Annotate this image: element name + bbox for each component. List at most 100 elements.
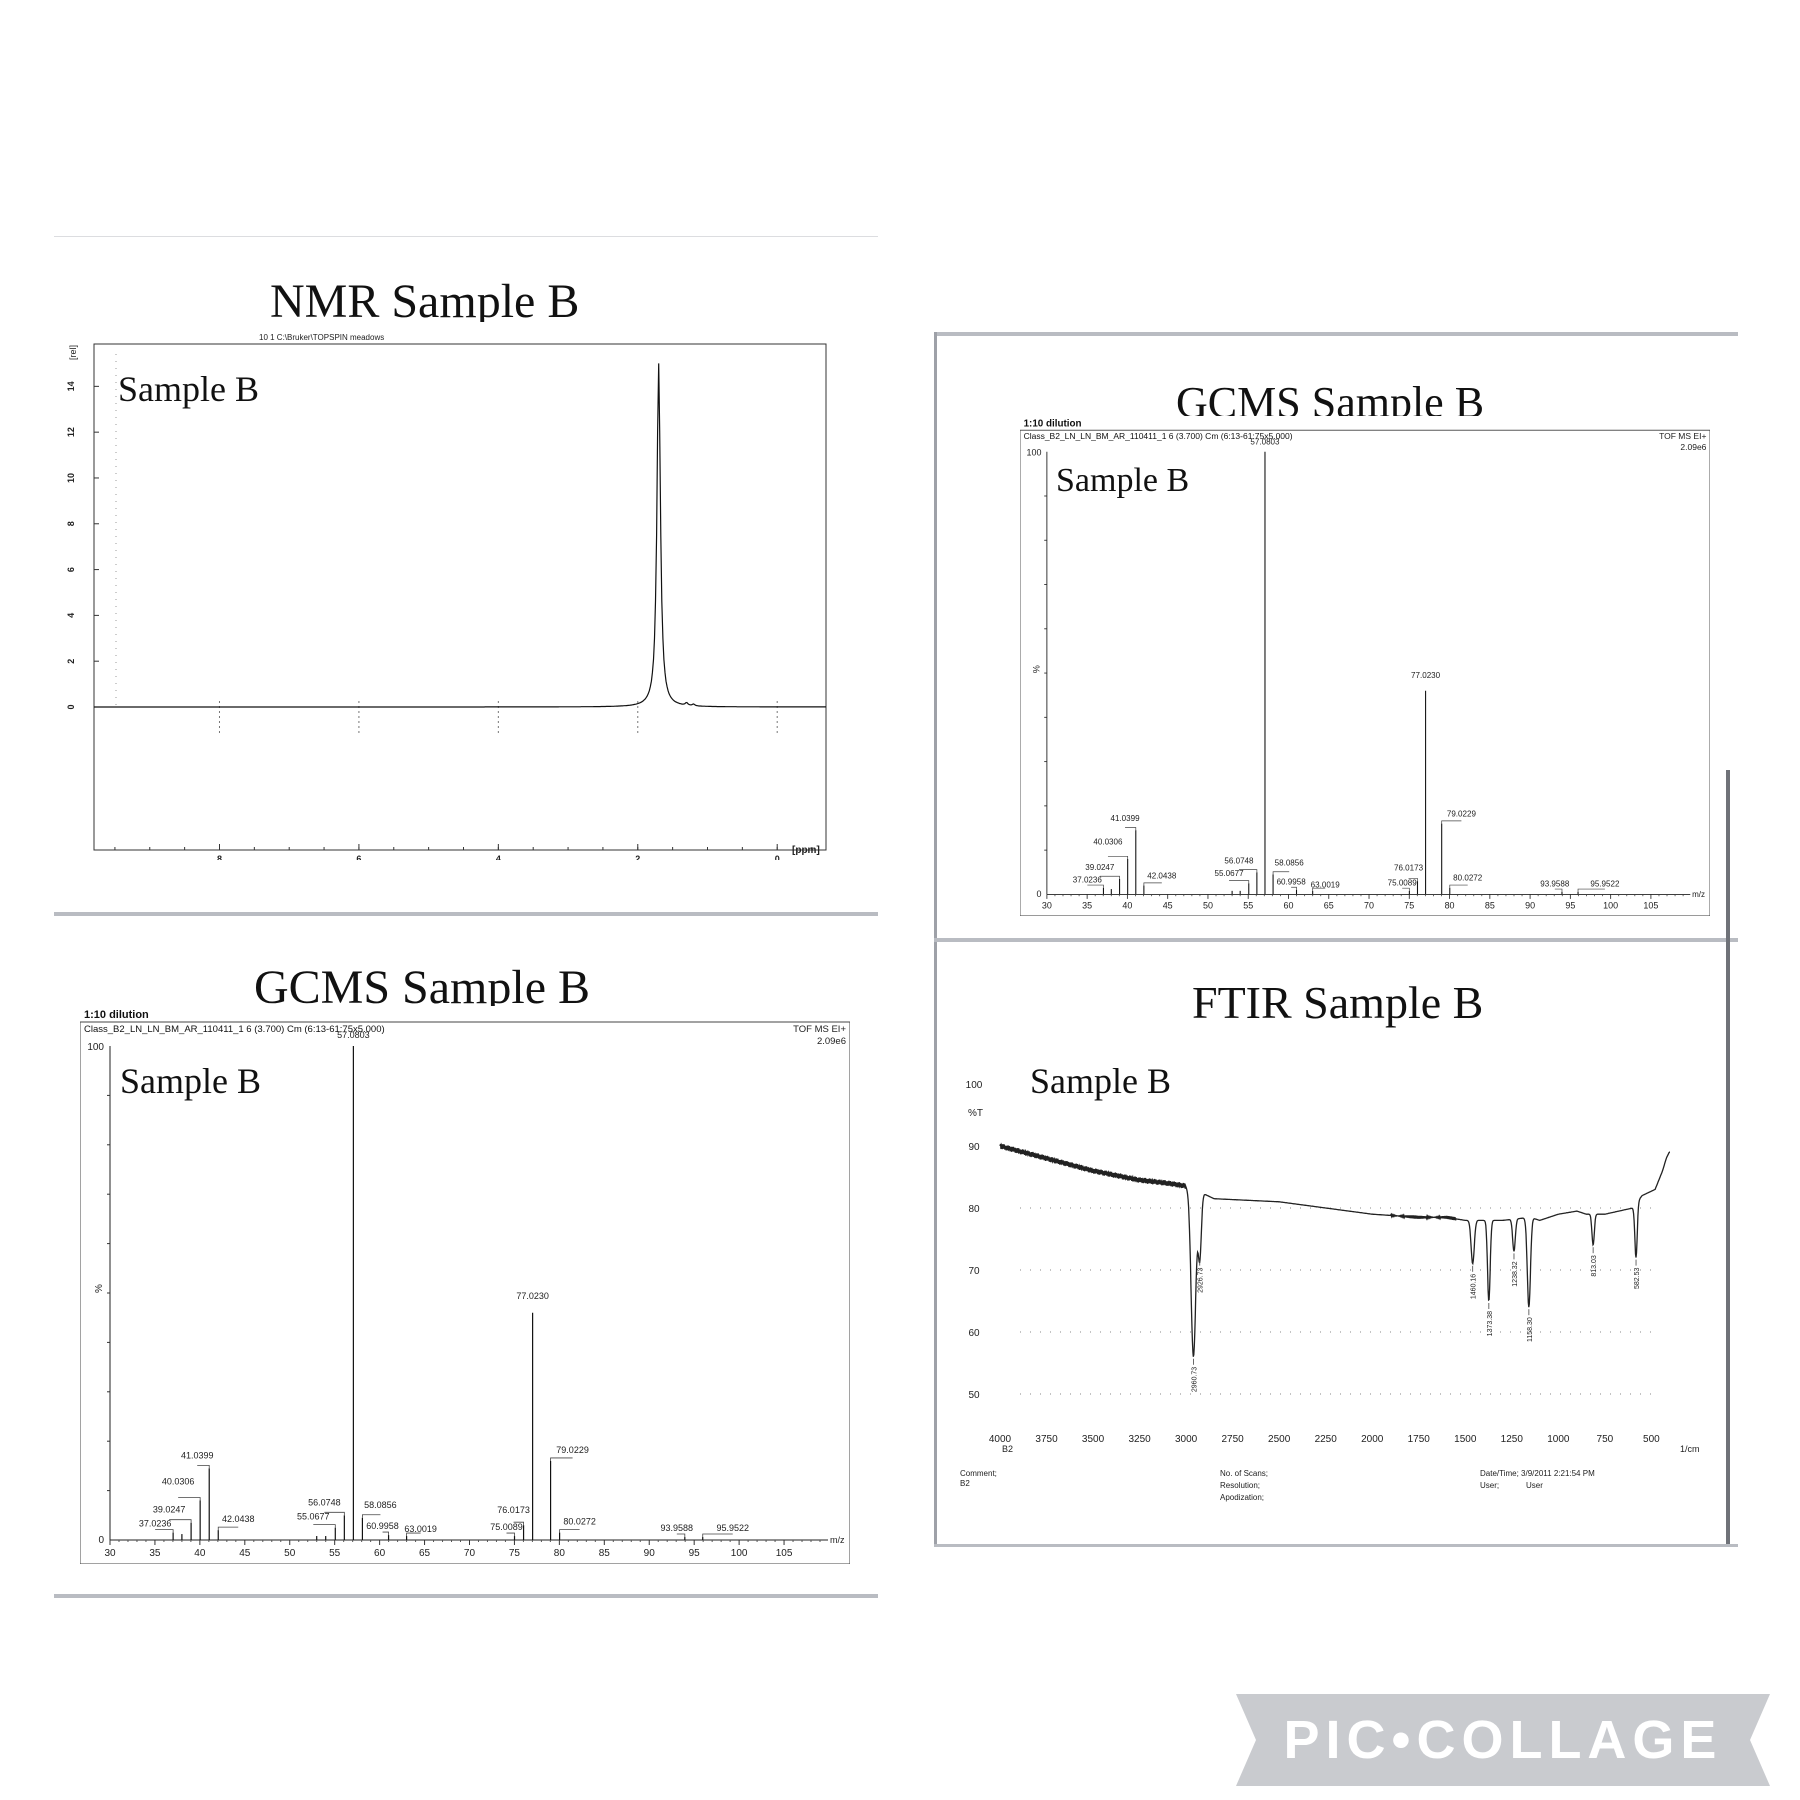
gcms-bottom-peak-leader <box>513 1521 524 1526</box>
gcms-bottom-x-tick-label: 35 <box>149 1548 161 1559</box>
gcms-bottom-peak-leader <box>197 1464 210 1469</box>
nmr-x-tick-label: 8 <box>217 854 222 860</box>
gcms-bottom-peak-label: 57.0803 <box>337 1030 370 1040</box>
gcms-top-peak-label: 58.0856 <box>1275 859 1305 868</box>
gcms-top-peak-leader <box>1238 869 1258 873</box>
gcms-bottom-x-tick-label: 55 <box>329 1548 341 1559</box>
nmr-y-tick-label: 4 <box>66 613 76 618</box>
ftir-x-tick-label: 750 <box>1597 1434 1614 1445</box>
gcms-top-peak-label: 75.0089 <box>1388 878 1418 887</box>
nmr-top-divider <box>54 236 878 237</box>
nmr-y-tick-label: 0 <box>66 704 76 709</box>
gcms-top-x-tick-label: 60 <box>1284 901 1294 911</box>
gcms-top-peak-label: 55.0677 <box>1215 869 1245 878</box>
gcms-bottom-peak-leader <box>155 1529 174 1533</box>
gcms-bottom-peak-label: 80.0272 <box>563 1517 596 1527</box>
gcms-bottom-peak-label: 58.0856 <box>364 1500 397 1510</box>
ftir-x-tick-label: 3500 <box>1082 1434 1105 1445</box>
gcms-top-x-tick-label: 40 <box>1122 901 1132 911</box>
gcms-bottom-peak-leader <box>406 1532 421 1537</box>
gcms-top-peak-label: 76.0173 <box>1394 863 1424 872</box>
gcms-bottom-peak-leader <box>382 1531 389 1536</box>
ftir-sample-code: B2 <box>1002 1444 1013 1454</box>
gcms-top-x-tick-label: 65 <box>1324 901 1334 911</box>
gcms-bottom-y-top: 100 <box>87 1042 104 1053</box>
nmr-y-tick-label: 2 <box>66 659 76 664</box>
gcms-top-peak-leader <box>1272 871 1290 875</box>
ftir-y-unit: %T <box>968 1108 983 1119</box>
ftir-sample-label: Sample B <box>1030 1061 1171 1101</box>
gcms-top-scan-info: Class_B2_LN_LN_BM_AR_110411_1 6 (3.700) … <box>1024 431 1293 441</box>
ftir-datetime-label: Date/Time; 3/9/2011 2:21:54 PM <box>1480 1469 1595 1478</box>
gcms-top-x-tick-label: 70 <box>1364 901 1374 911</box>
ftir-chart: %T 100 90 80 70 60 50 4000 3750 3500 3250 3000 275… <box>960 1080 1700 1502</box>
gcms-bottom-peak-label: 95.9522 <box>716 1523 749 1533</box>
gcms-bottom-peak-leader <box>506 1532 515 1537</box>
gcms-top-x-tick-label: 80 <box>1445 901 1455 911</box>
gcms-top-frame <box>1020 429 1710 916</box>
gcms-top-x-tick-label: 100 <box>1603 901 1618 911</box>
gcms-bottom-peak-leader <box>169 1519 192 1523</box>
gcms-top-peak-leader <box>1099 875 1120 879</box>
gcms-top-x-tick-label: 95 <box>1565 901 1575 911</box>
gcms-top-y-pct: % <box>1032 665 1042 673</box>
gcms-bottom-x-tick-label: 95 <box>689 1548 701 1559</box>
gcms-top-instrument: TOF MS EI+ <box>1659 431 1706 441</box>
gcms-bottom-dilution: 1:10 dilution <box>84 1009 149 1021</box>
gcms-top-peak-leader <box>1107 855 1129 859</box>
ftir-x-tick-label: 1500 <box>1454 1434 1477 1445</box>
right-top-divider <box>934 332 1738 336</box>
nmr-x-tick-label: 2 <box>635 854 640 860</box>
ftir-user-label: User; <box>1480 1481 1499 1490</box>
ftir-x-tick-label: 500 <box>1643 1434 1660 1445</box>
gcms-bottom-peak-label: 79.0229 <box>556 1445 589 1455</box>
right-bottom-divider <box>934 1544 1738 1547</box>
ftir-peak-label: 1373.38 <box>1487 1311 1494 1336</box>
ftir-apodization-label: Apodization; <box>1220 1493 1264 1502</box>
gcms-top-peak-label: 95.9522 <box>1590 879 1620 888</box>
gcms-bottom-peak-leader <box>324 1511 345 1516</box>
ftir-scans-label: No. of Scans; <box>1220 1469 1268 1478</box>
nmr-y-tick-label: 12 <box>66 427 76 437</box>
ftir-title: FTIR Sample B <box>1192 977 1484 1028</box>
gcms-bottom-peak-label: 63.0019 <box>404 1524 437 1534</box>
gcms-top-title: GCMS Sample B <box>1176 378 1485 416</box>
gcms-top-peak-label: 42.0438 <box>1147 871 1177 880</box>
ftir-y-tick-label: 80 <box>968 1204 980 1215</box>
gcms-top-x-unit: m/z <box>1692 890 1705 899</box>
gcms-bottom-peak-label: 41.0399 <box>181 1450 214 1460</box>
gcms-top-dilution: 1:10 dilution <box>1024 419 1082 430</box>
gcms-top-peak-label: 77.0230 <box>1411 671 1441 680</box>
gcms-bottom-x-tick-label: 75 <box>509 1548 521 1559</box>
ftir-comment-label: Comment; <box>960 1469 997 1478</box>
gcms-bottom-sample-label: Sample B <box>120 1061 261 1101</box>
gcms-top-peak-label: 93.9588 <box>1540 879 1570 888</box>
ftir-y-tick-label: 100 <box>966 1080 983 1091</box>
nmr-y-tick-label: 14 <box>66 381 76 391</box>
ftir-x-tick-label: 3000 <box>1175 1434 1198 1445</box>
gcms-top-peak-leader <box>1441 820 1462 824</box>
gcms-bottom-x-tick-label: 30 <box>104 1548 116 1559</box>
gcms-bottom-peak-label: 40.0306 <box>162 1476 195 1486</box>
gcms-bottom-chart: 1:10 dilution Class_B2_LN_LN_BM_AR_110411… <box>80 1009 850 1564</box>
gcms-bottom-peak-label: 75.0089 <box>490 1522 523 1532</box>
nmr-title: NMR Sample B <box>270 275 580 322</box>
gcms-bottom-x-tick-label: 50 <box>284 1548 296 1559</box>
gcms-bottom-x-tick-label: 85 <box>599 1548 611 1559</box>
gcms-top-peak-leader <box>1408 878 1418 882</box>
nmr-x-tick-label: 0 <box>775 854 780 860</box>
nmr-x-tick-label: 4 <box>496 854 501 860</box>
gcms-top-peak-label: 39.0247 <box>1085 863 1115 872</box>
ftir-x-unit: 1/cm <box>1680 1444 1700 1454</box>
ftir-x-tick-label: 1000 <box>1547 1434 1570 1445</box>
ftir-peak-label: 1460.16 <box>1471 1274 1478 1299</box>
nmr-y-tick-label: 8 <box>66 521 76 526</box>
gcms-bottom-peak-leader <box>313 1524 336 1528</box>
gcms-bottom-x-tick-label: 70 <box>464 1548 476 1559</box>
gcms-top-x-tick-label: 35 <box>1082 901 1092 911</box>
gcms-top-peak-label: 40.0306 <box>1093 838 1123 847</box>
ftir-x-tick-label: 3750 <box>1035 1434 1058 1445</box>
gcms-bottom-peak-label: 93.9588 <box>661 1523 694 1533</box>
gcms-top-peak-label: 80.0272 <box>1453 874 1483 883</box>
gcms-bottom-peak-leader <box>550 1457 573 1461</box>
